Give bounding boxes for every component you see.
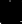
Text: 104: 104	[0, 2, 22, 24]
Text: 122: 122	[0, 2, 22, 24]
Text: 102: 102	[0, 2, 22, 24]
Text: 106: 106	[0, 0, 22, 18]
Ellipse shape	[1, 6, 4, 7]
Bar	[7, 15, 14, 16]
Text: 106: 106	[0, 0, 22, 19]
Text: 152: 152	[0, 13, 22, 24]
Text: 106: 106	[0, 0, 22, 19]
Text: 106: 106	[0, 0, 22, 18]
Text: 100: 100	[0, 0, 22, 13]
Text: 102: 102	[0, 0, 22, 14]
Text: 106: 106	[0, 0, 22, 10]
Text: 106: 106	[0, 0, 22, 21]
Ellipse shape	[8, 11, 14, 12]
Text: 152: 152	[0, 13, 22, 24]
Text: FIG. 2: FIG. 2	[0, 14, 22, 24]
Text: 102: 102	[0, 2, 22, 24]
Ellipse shape	[10, 6, 13, 7]
Text: 102: 102	[0, 2, 22, 24]
Bar	[12, 5, 14, 12]
Ellipse shape	[10, 8, 13, 9]
Ellipse shape	[17, 9, 20, 10]
Text: 106: 106	[0, 0, 22, 21]
Text: 102: 102	[0, 2, 22, 24]
Ellipse shape	[9, 9, 12, 10]
Ellipse shape	[10, 9, 13, 10]
Bar	[16, 15, 18, 16]
Bar	[8, 5, 10, 12]
Ellipse shape	[17, 8, 20, 9]
Text: 122: 122	[0, 2, 22, 24]
Text: 104: 104	[0, 0, 22, 14]
Text: 102: 102	[0, 0, 22, 14]
Text: 122: 122	[0, 2, 22, 24]
Text: 100: 100	[0, 0, 22, 13]
Text: 152: 152	[0, 13, 22, 24]
Bar	[16, 5, 18, 12]
Bar	[3, 5, 5, 12]
Text: 102: 102	[0, 0, 22, 14]
Text: 122: 122	[0, 2, 22, 24]
Ellipse shape	[1, 8, 4, 9]
Ellipse shape	[17, 6, 20, 7]
Ellipse shape	[1, 9, 4, 10]
Text: 100: 100	[0, 0, 22, 13]
Ellipse shape	[9, 6, 12, 7]
Bar	[1, 15, 4, 16]
Text: 120: 120	[0, 2, 22, 24]
Text: 152: 152	[0, 13, 22, 24]
Text: 100: 100	[0, 0, 22, 13]
Ellipse shape	[9, 8, 12, 9]
